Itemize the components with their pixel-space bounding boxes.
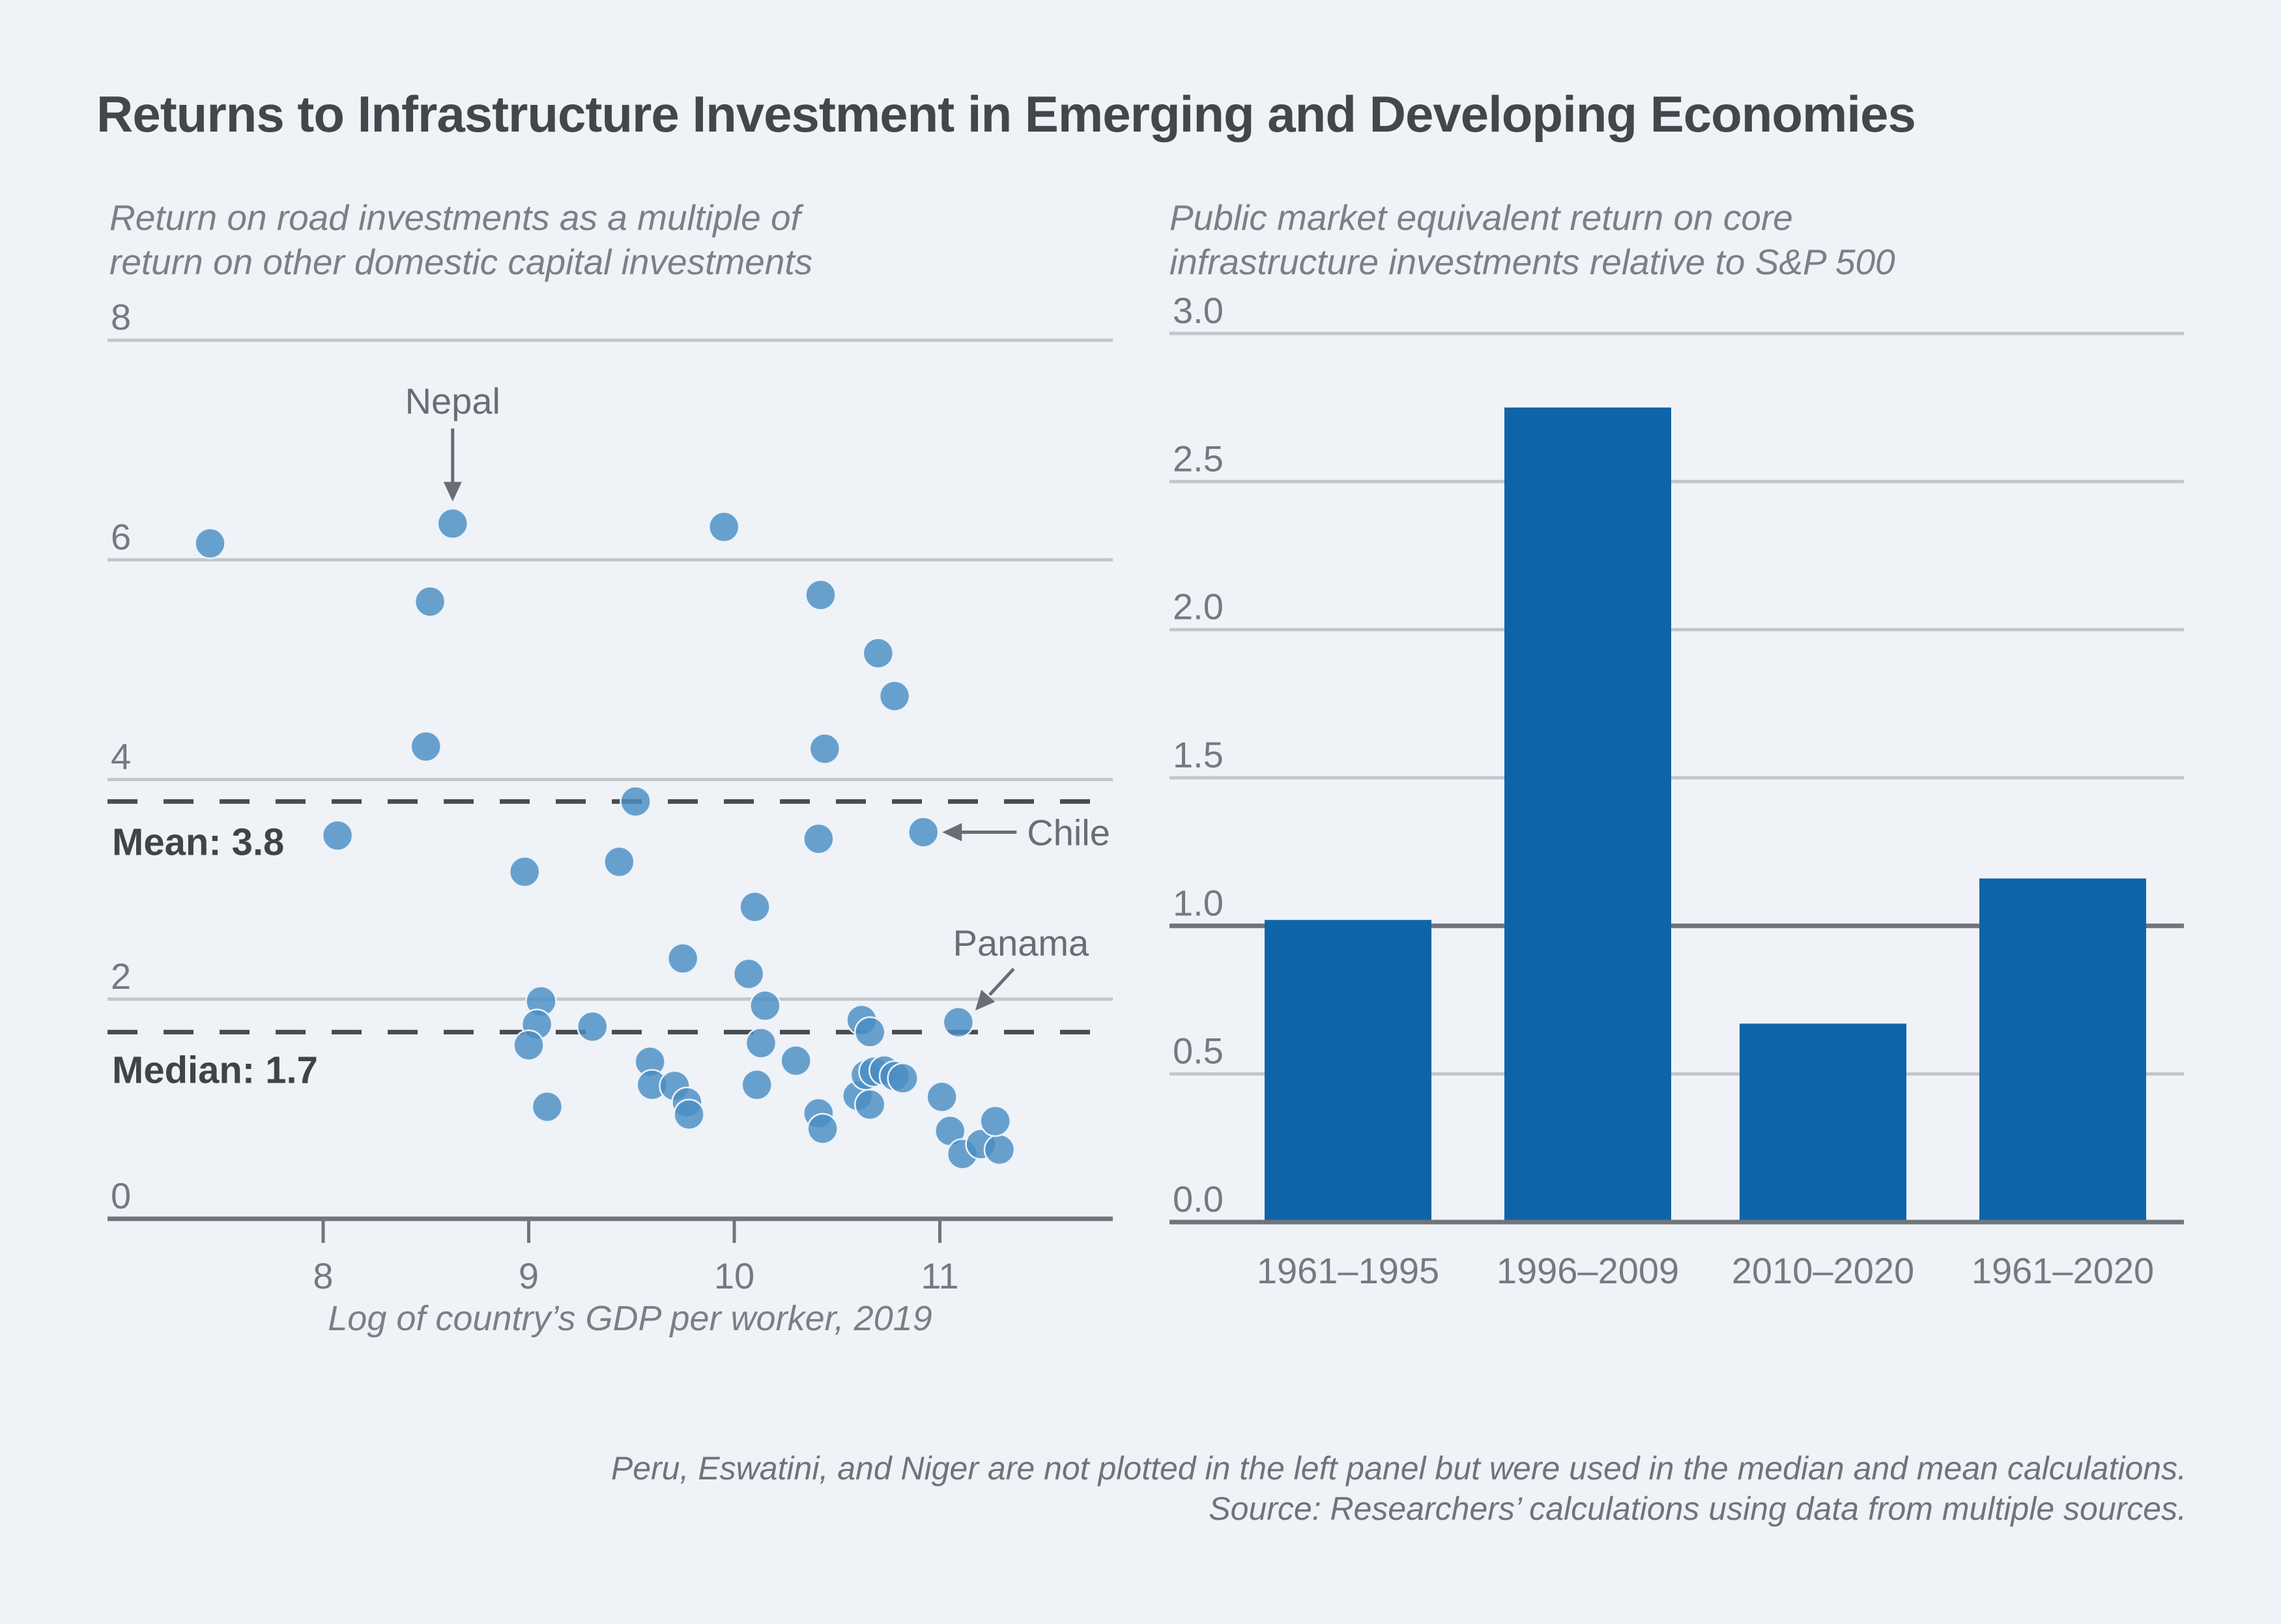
- scatter-point: [878, 680, 911, 712]
- left-panel-subtitle-line1: Return on road investments as a multiple…: [109, 197, 801, 238]
- scatter-point: [807, 1113, 839, 1145]
- figure-title: Returns to Infrastructure Investment in …: [96, 85, 1916, 143]
- scatter-point: [667, 943, 699, 975]
- right-panel-subtitle-line2: infrastructure investments relative to S…: [1169, 242, 1895, 282]
- scatter-point: [321, 819, 354, 851]
- scatter-point: [414, 586, 446, 618]
- annotation-arrow-head: [975, 990, 996, 1011]
- scatter-point: [983, 1133, 1016, 1166]
- bar-category-label: 1996–2009: [1497, 1250, 1679, 1291]
- mean-line-label: Mean: 3.8: [112, 821, 284, 863]
- scatter-point: [531, 1090, 564, 1123]
- y-tick-label-0: 0: [111, 1175, 131, 1216]
- annotation-arrow-head: [942, 823, 962, 842]
- annotation-label-nepal: Nepal: [405, 380, 500, 421]
- scatter-point: [732, 958, 765, 990]
- left-panel-subtitle: Return on road investments as a multiple…: [109, 195, 812, 284]
- y-tick-label-8: 8: [111, 296, 131, 337]
- scatter-point: [780, 1044, 812, 1077]
- scatter-point: [805, 579, 837, 611]
- annotation-arrow-head: [443, 481, 462, 502]
- scatter-point: [513, 1029, 545, 1061]
- scatter-point: [508, 855, 541, 888]
- scatter-point: [437, 507, 469, 540]
- bar-category-label: 1961–2020: [1972, 1250, 2154, 1291]
- x-tick-label-10: 10: [714, 1255, 754, 1296]
- scatter-point: [741, 1069, 773, 1101]
- scatter-point: [410, 730, 442, 763]
- right-y-tick-label-2.5: 2.5: [1173, 438, 1224, 479]
- footnote-line1: Peru, Eswatini, and Niger are not plotte…: [610, 1450, 2187, 1487]
- y-tick-label-2: 2: [111, 956, 131, 997]
- scatter-point: [862, 637, 895, 669]
- x-axis-title: Log of country’s GDP per worker, 2019: [328, 1299, 932, 1338]
- annotation-label-panama: Panama: [953, 922, 1089, 963]
- right-y-tick-label-1.0: 1.0: [1173, 882, 1224, 923]
- right-panel-subtitle-line1: Public market equivalent return on core: [1169, 197, 1793, 238]
- annotation-arrow-line: [988, 967, 1015, 996]
- scatter-point: [194, 527, 226, 560]
- scatter-point: [673, 1098, 705, 1131]
- right-y-tick-label-2.0: 2.0: [1173, 586, 1224, 627]
- bar-1961-2020: [1979, 878, 2146, 1222]
- bar-2010-2020: [1740, 1023, 1906, 1222]
- y-tick-label-4: 4: [111, 736, 131, 777]
- bar-1996-2009: [1504, 407, 1671, 1223]
- right-y-tick-label-1.5: 1.5: [1173, 734, 1224, 775]
- x-tick-label-8: 8: [313, 1255, 333, 1296]
- x-tick-label-11: 11: [921, 1255, 958, 1296]
- scatter-point: [603, 846, 635, 878]
- left-panel-subtitle-line2: return on other domestic capital investm…: [109, 242, 813, 282]
- median-line-label: Median: 1.7: [112, 1049, 318, 1091]
- scatter-point: [942, 1006, 975, 1038]
- scatter-point: [809, 733, 841, 765]
- right-y-tick-label-0.0: 0.0: [1173, 1178, 1224, 1219]
- scatter-point: [745, 1027, 777, 1059]
- right-y-tick-label-3.0: 3.0: [1173, 290, 1224, 331]
- scatter-point: [854, 1016, 886, 1048]
- bar-category-label: 1961–1995: [1257, 1250, 1439, 1291]
- scatter-point: [926, 1081, 958, 1113]
- scatter-point: [620, 786, 652, 818]
- scatter-point: [739, 890, 771, 923]
- annotation-label-chile: Chile: [1027, 812, 1110, 853]
- scatter-point: [854, 1089, 886, 1120]
- bar-category-label: 2010–2020: [1732, 1250, 1914, 1291]
- right-panel-subtitle: Public market equivalent return on core …: [1169, 195, 1895, 284]
- x-tick-label-9: 9: [519, 1255, 539, 1296]
- bar-1961-1995: [1265, 920, 1431, 1222]
- scatter-point: [887, 1062, 919, 1094]
- scatter-point: [908, 816, 940, 848]
- scatter-point: [803, 823, 835, 855]
- scatter-point: [979, 1105, 1011, 1137]
- scatter-point: [749, 990, 781, 1022]
- right-y-tick-label-0.5: 0.5: [1173, 1031, 1224, 1072]
- footnote-line2: Source: Researchers’ calculations using …: [1209, 1490, 2187, 1527]
- scatter-point: [577, 1010, 609, 1043]
- scatter-point: [708, 511, 740, 543]
- figure-footnote: Peru, Eswatini, and Niger are not plotte…: [611, 1448, 2187, 1529]
- y-tick-label-6: 6: [111, 516, 131, 557]
